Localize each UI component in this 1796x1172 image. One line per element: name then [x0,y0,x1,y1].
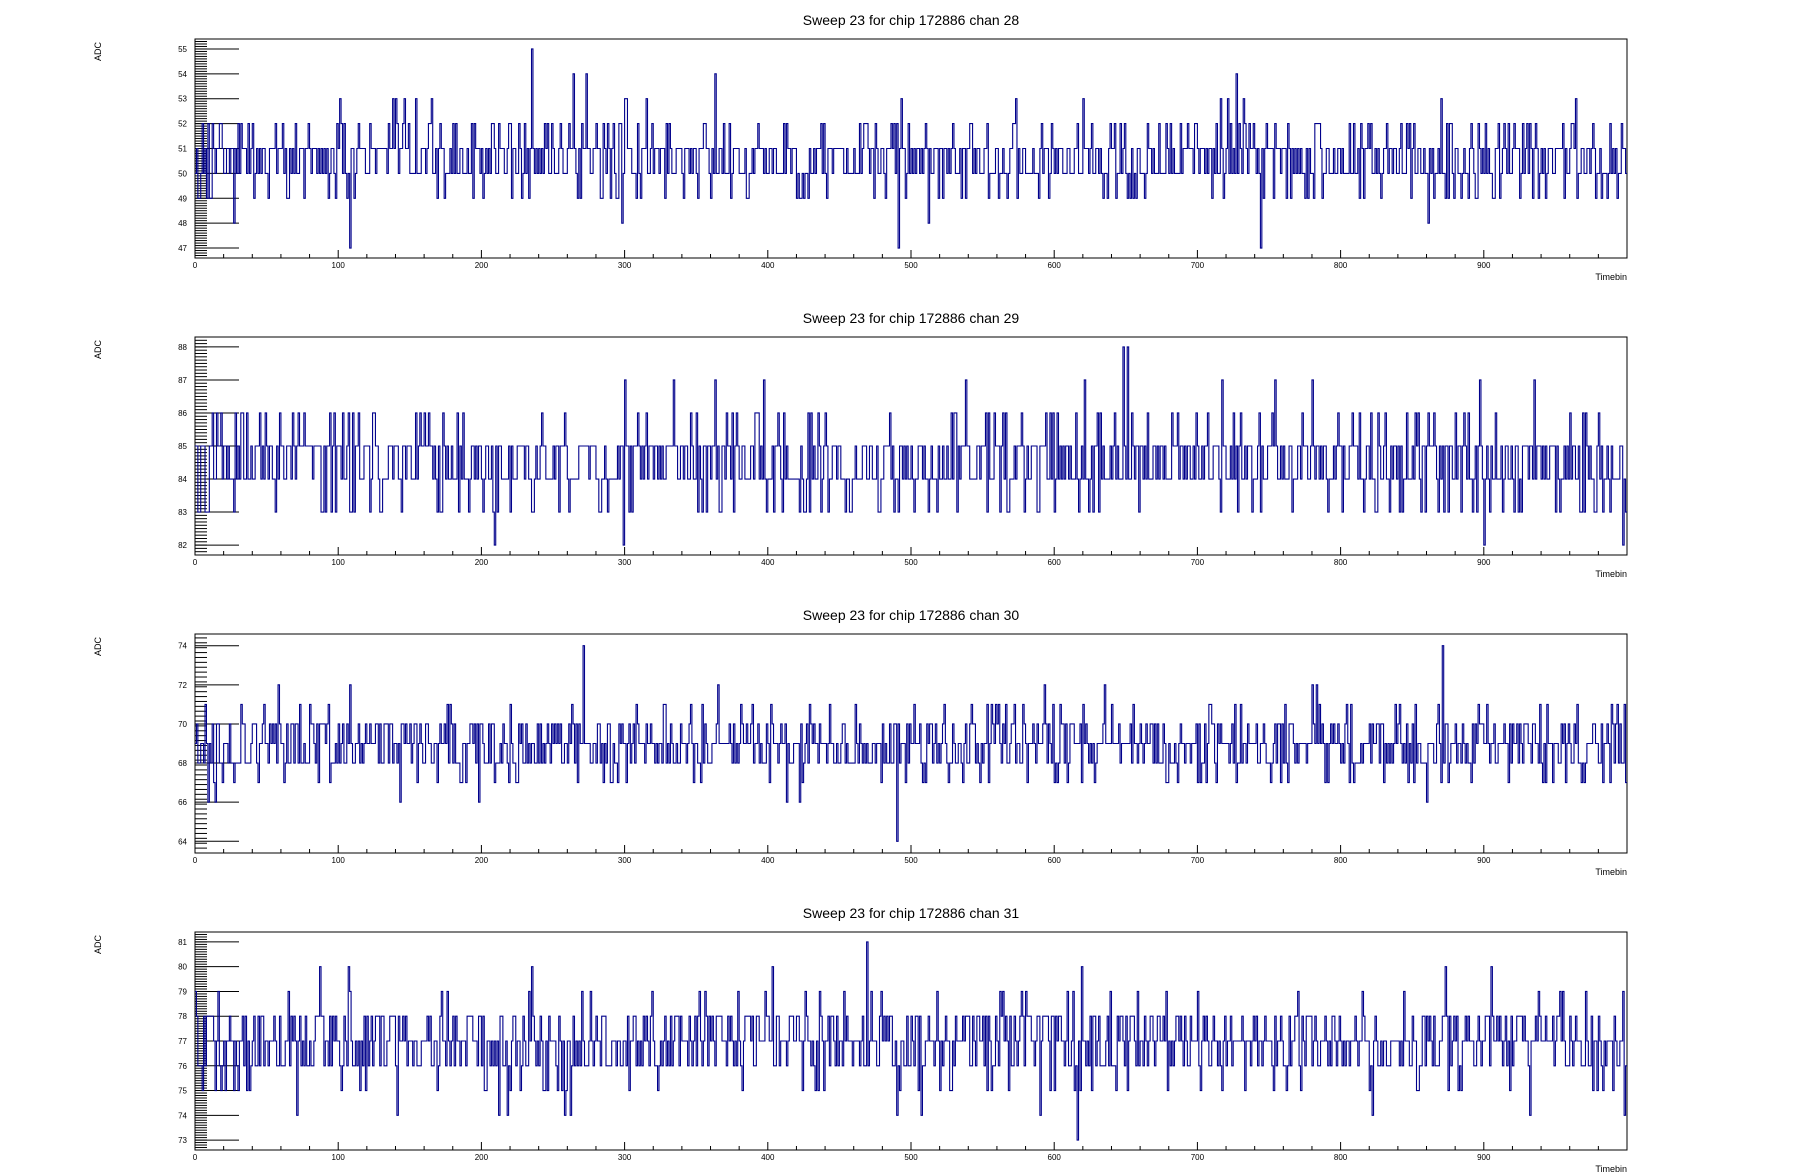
data-series-line [195,346,1627,546]
x-tick-label: 900 [1477,1153,1491,1162]
x-tick-label: 100 [332,261,346,270]
x-axis-label: Timebin [1595,1164,1627,1172]
x-tick-label: 200 [475,558,489,567]
y-axis-label: ADC [93,637,103,657]
data-series-line [195,941,1627,1141]
y-tick-label: 52 [178,120,187,129]
x-tick-label: 400 [761,558,775,567]
y-tick-label: 78 [178,1012,187,1021]
y-tick-label: 74 [178,1111,187,1120]
x-tick-label: 500 [904,1153,918,1162]
x-tick-label: 900 [1477,856,1491,865]
y-tick-label: 53 [178,95,187,104]
data-series-line [195,48,1627,249]
x-tick-label: 100 [332,558,346,567]
x-tick-label: 300 [618,261,632,270]
y-tick-label: 85 [178,442,187,451]
chart-title: Sweep 23 for chip 172886 chan 31 [803,905,1020,921]
x-tick-label: 0 [193,261,198,270]
y-tick-label: 68 [178,759,187,768]
y-tick-label: 64 [178,837,187,846]
x-axis-label: Timebin [1595,867,1627,877]
y-tick-label: 84 [178,475,187,484]
y-tick-label: 50 [178,169,187,178]
y-tick-label: 88 [178,343,187,352]
x-tick-label: 900 [1477,261,1491,270]
chart-panel-3: Sweep 23 for chip 172886 chan 31 ADC Timeb… [93,905,1628,1172]
x-axis-label: Timebin [1595,272,1627,282]
y-axis-label: ADC [93,42,103,62]
x-tick-label: 300 [618,1153,632,1162]
x-tick-label: 600 [1048,558,1062,567]
y-tick-label: 70 [178,720,187,729]
x-tick-label: 500 [904,261,918,270]
y-tick-label: 75 [178,1087,187,1096]
y-tick-label: 83 [178,508,187,517]
y-tick-label: 51 [178,145,187,154]
y-tick-label: 87 [178,376,187,385]
y-tick-label: 86 [178,409,187,418]
y-axis-label: ADC [93,935,103,955]
chart-panel-0: Sweep 23 for chip 172886 chan 28 ADC Timeb… [93,12,1628,282]
x-tick-label: 400 [761,261,775,270]
y-axis-label: ADC [93,340,103,360]
chart-panel-1: Sweep 23 for chip 172886 chan 29 ADC Timeb… [93,310,1628,579]
x-tick-label: 100 [332,856,346,865]
x-tick-label: 700 [1191,856,1205,865]
x-tick-label: 600 [1048,856,1062,865]
y-tick-label: 80 [178,963,187,972]
x-tick-label: 800 [1334,558,1348,567]
x-tick-label: 900 [1477,558,1491,567]
x-tick-label: 0 [193,558,198,567]
x-tick-label: 700 [1191,558,1205,567]
y-tick-label: 55 [178,45,187,54]
y-tick-label: 79 [178,987,187,996]
x-tick-label: 800 [1334,856,1348,865]
x-tick-label: 800 [1334,1153,1348,1162]
y-tick-label: 48 [178,219,187,228]
x-tick-label: 300 [618,856,632,865]
y-tick-label: 47 [178,244,187,253]
chart-panel-2: Sweep 23 for chip 172886 chan 30 ADC Timeb… [93,607,1628,877]
x-tick-label: 0 [193,1153,198,1162]
x-tick-label: 600 [1048,1153,1062,1162]
x-tick-label: 200 [475,261,489,270]
x-tick-label: 500 [904,856,918,865]
x-tick-label: 200 [475,856,489,865]
x-tick-label: 600 [1048,261,1062,270]
x-tick-label: 700 [1191,261,1205,270]
x-tick-label: 200 [475,1153,489,1162]
y-tick-label: 81 [178,938,187,947]
y-tick-label: 76 [178,1062,187,1071]
y-tick-label: 66 [178,798,187,807]
x-tick-label: 100 [332,1153,346,1162]
y-tick-label: 54 [178,70,187,79]
x-axis-label: Timebin [1595,569,1627,579]
y-tick-label: 74 [178,642,187,651]
data-series-line [195,645,1627,842]
y-tick-label: 82 [178,541,187,550]
y-tick-label: 73 [178,1136,187,1145]
x-tick-label: 400 [761,856,775,865]
y-tick-label: 77 [178,1037,187,1046]
x-tick-label: 300 [618,558,632,567]
x-tick-label: 500 [904,558,918,567]
x-tick-label: 700 [1191,1153,1205,1162]
x-tick-label: 400 [761,1153,775,1162]
chart-title: Sweep 23 for chip 172886 chan 30 [803,607,1020,623]
y-tick-label: 72 [178,681,187,690]
x-tick-label: 800 [1334,261,1348,270]
chart-title: Sweep 23 for chip 172886 chan 29 [803,310,1020,326]
x-tick-label: 0 [193,856,198,865]
chart-title: Sweep 23 for chip 172886 chan 28 [803,12,1020,28]
y-tick-label: 49 [178,194,187,203]
